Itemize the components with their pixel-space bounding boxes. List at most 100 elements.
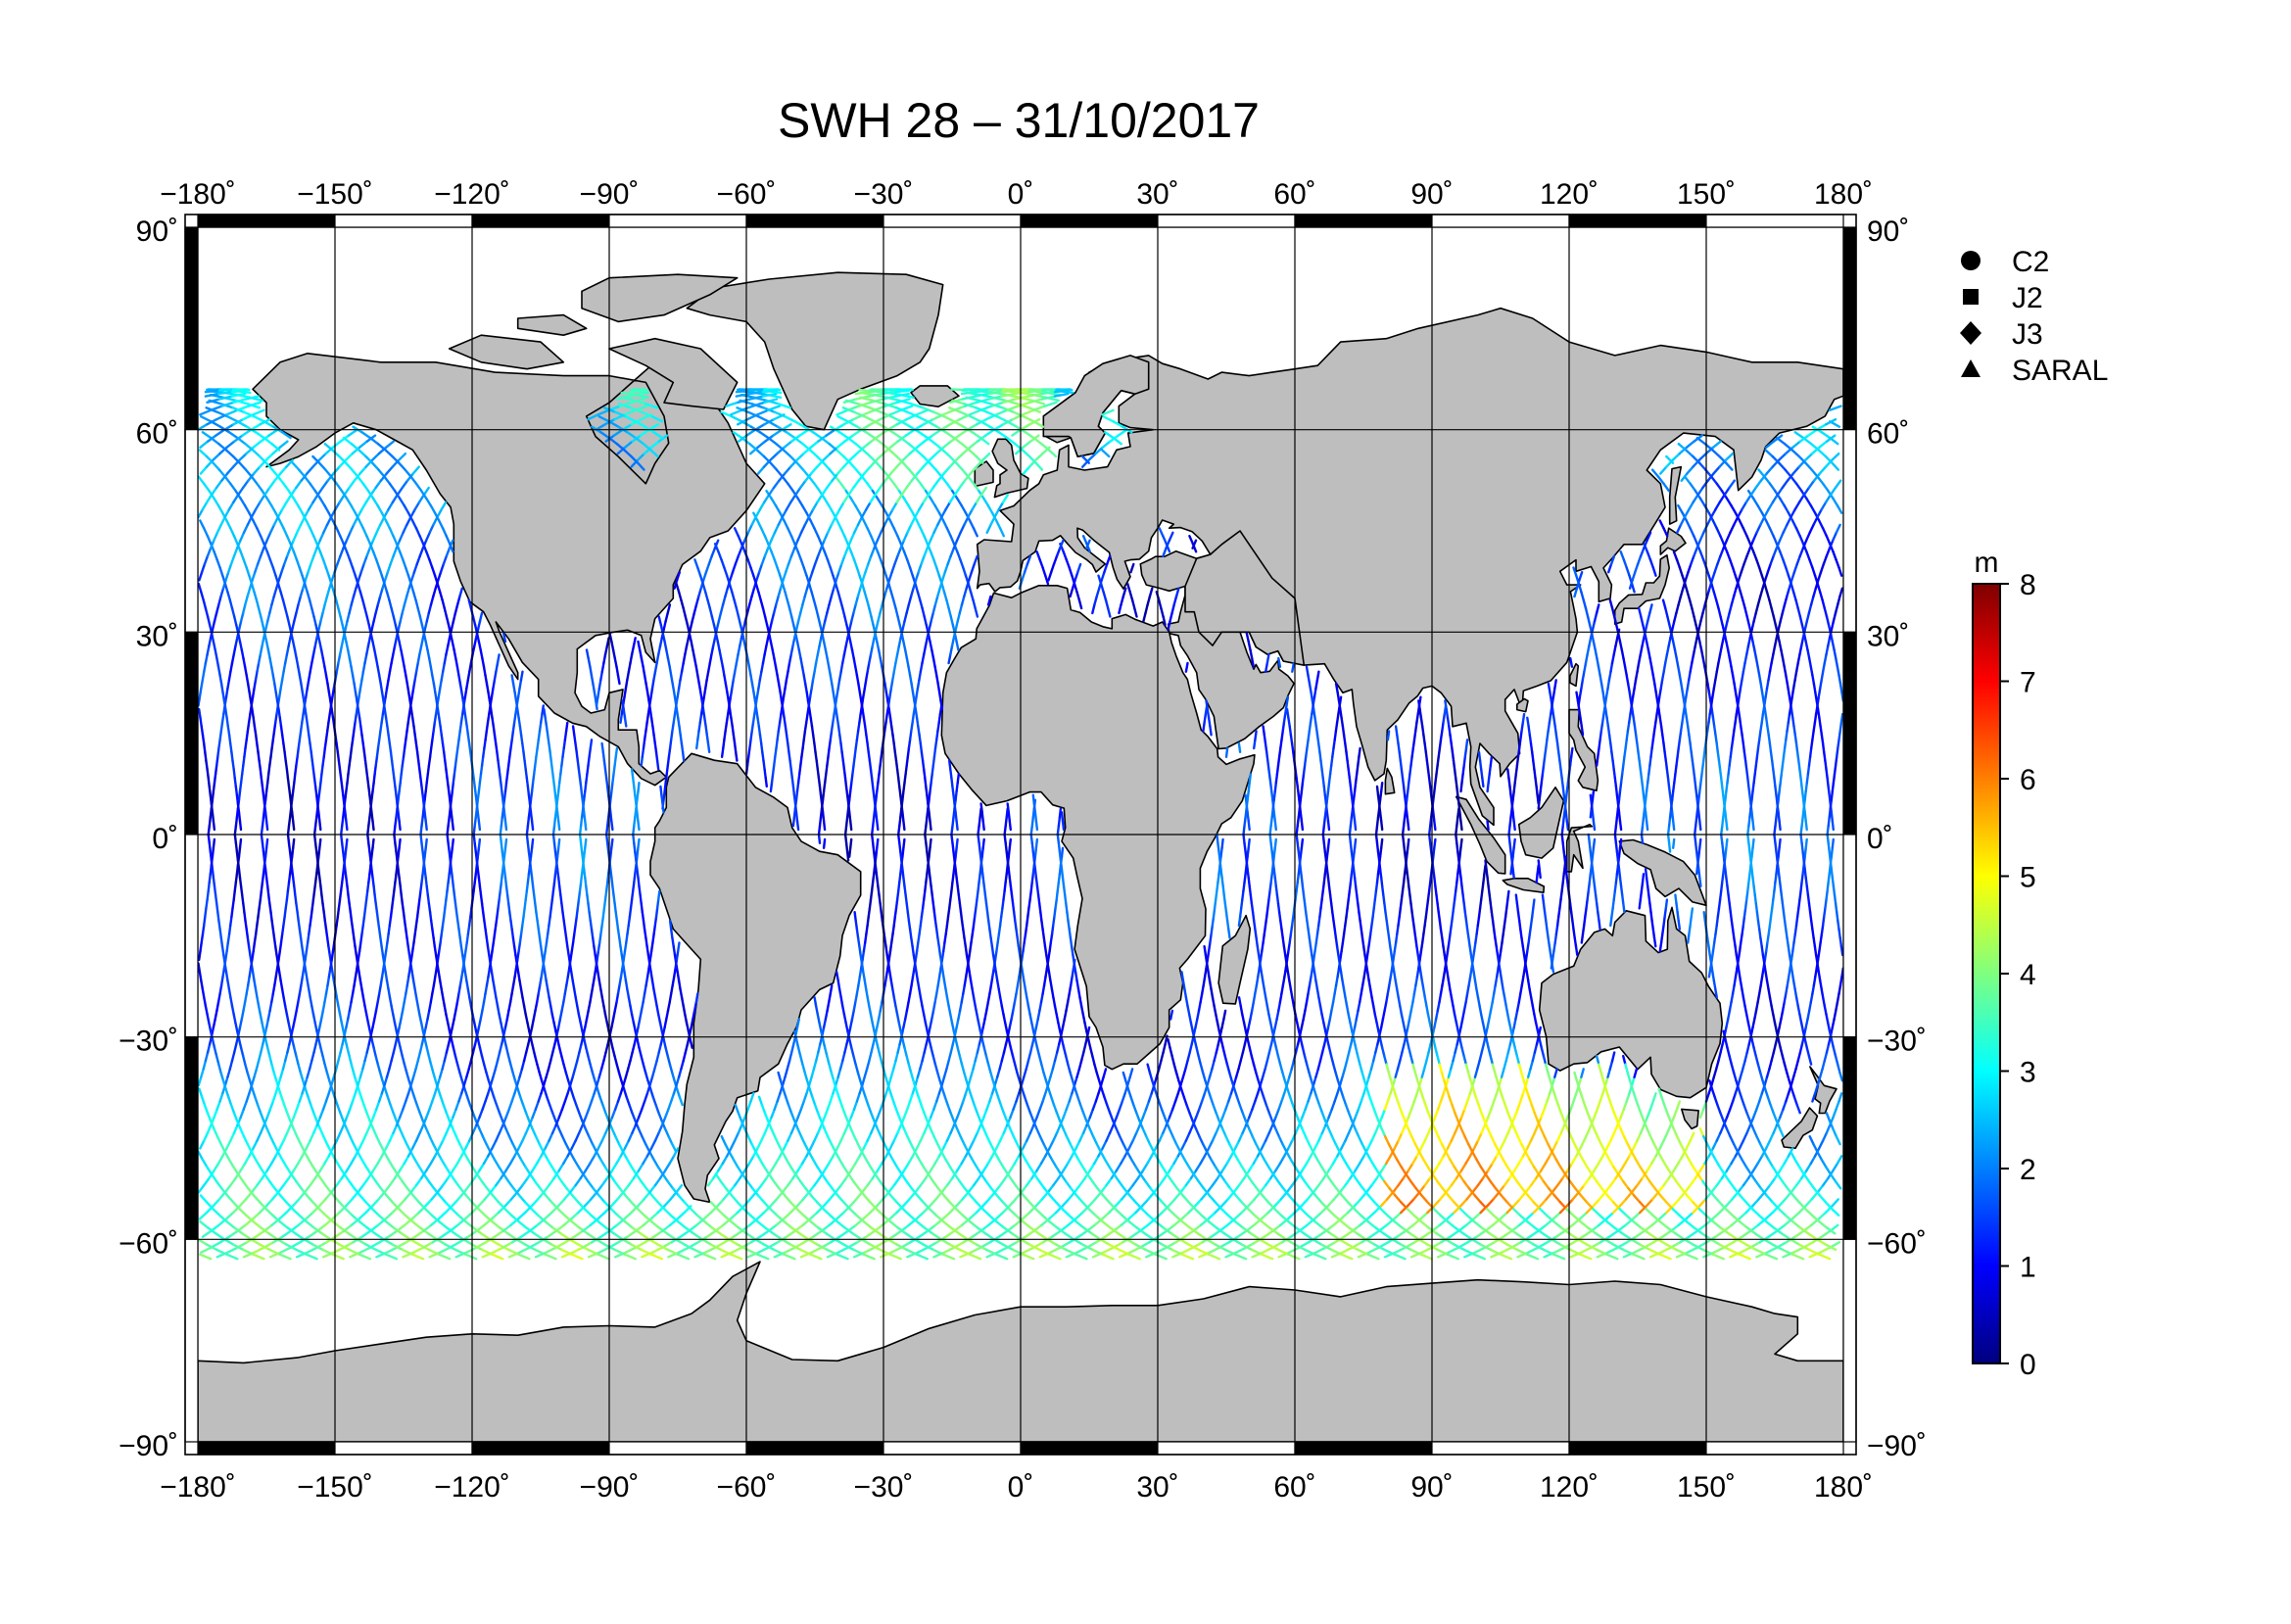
track-segment — [909, 740, 910, 748]
track-segment — [1209, 943, 1210, 952]
track-segment — [885, 977, 886, 985]
track-segment — [627, 989, 629, 998]
track-segment — [890, 718, 891, 727]
track-segment — [1400, 908, 1401, 917]
track-segment — [1608, 727, 1609, 736]
track-segment — [1018, 977, 1019, 985]
track-segment — [1354, 812, 1355, 821]
track-segment — [915, 964, 916, 973]
track-segment — [978, 883, 979, 891]
track-segment — [1421, 943, 1422, 952]
track-segment — [971, 980, 973, 989]
track-segment — [549, 997, 551, 1006]
track-segment — [540, 723, 541, 732]
track-segment — [974, 997, 976, 1006]
track-segment — [752, 723, 753, 732]
track-segment — [813, 672, 815, 681]
track-segment — [903, 878, 904, 886]
track-segment — [816, 1006, 818, 1015]
track-segment — [479, 783, 480, 791]
track-segment — [341, 826, 342, 835]
track-segment — [879, 650, 881, 659]
track-segment — [354, 723, 355, 732]
track-segment — [882, 748, 883, 757]
track-segment — [647, 714, 648, 723]
track-segment — [345, 791, 346, 800]
track-segment — [735, 663, 737, 672]
track-segment — [1328, 821, 1329, 830]
track-segment — [801, 748, 802, 757]
track-segment — [753, 714, 754, 723]
track-segment — [824, 839, 825, 848]
track-segment — [896, 761, 897, 770]
track-segment — [991, 977, 992, 985]
track-segment — [615, 757, 616, 766]
track-segment — [913, 946, 914, 955]
track-segment — [353, 732, 354, 740]
track-segment — [296, 903, 297, 912]
track-segment — [376, 757, 377, 766]
track-segment — [378, 921, 379, 930]
track-segment — [860, 969, 861, 978]
track-segment — [1333, 994, 1335, 1003]
track-segment — [814, 743, 815, 752]
track-segment — [903, 783, 904, 791]
track-segment — [399, 791, 400, 800]
track-segment — [893, 926, 894, 934]
track-segment — [415, 672, 417, 681]
track-segment — [978, 835, 979, 843]
track-segment — [523, 997, 525, 1006]
track-segment — [842, 654, 844, 663]
track-segment — [1563, 787, 1564, 795]
track-segment — [1245, 874, 1246, 883]
track-segment — [246, 921, 247, 930]
track-segment — [634, 817, 635, 826]
track-segment — [913, 969, 914, 978]
track-segment — [807, 693, 808, 701]
track-segment — [586, 774, 587, 783]
track-segment — [884, 938, 885, 947]
track-segment — [612, 774, 613, 783]
track-segment — [748, 748, 749, 757]
track-segment — [564, 740, 565, 748]
track-segment — [917, 689, 918, 697]
track-segment — [850, 839, 851, 848]
track-segment — [634, 843, 635, 852]
track-segment — [390, 997, 392, 1006]
track-segment — [941, 964, 942, 973]
track-segment — [1462, 1011, 1464, 1020]
track-segment — [918, 680, 920, 689]
track-segment — [829, 748, 830, 757]
track-segment — [1349, 891, 1350, 900]
track-segment — [1287, 709, 1288, 718]
track-segment — [319, 878, 320, 886]
track-segment — [1438, 1002, 1440, 1011]
track-segment — [979, 843, 980, 852]
track-segment — [1549, 684, 1551, 693]
track-segment — [1407, 812, 1408, 821]
track-segment — [923, 654, 925, 663]
track-segment — [771, 783, 772, 791]
track-segment — [820, 787, 821, 795]
track-segment — [803, 740, 804, 748]
track-segment — [1331, 1002, 1333, 1011]
track-segment — [1377, 874, 1378, 883]
track-segment — [829, 994, 831, 1003]
track-segment — [589, 757, 590, 766]
track-segment — [671, 732, 672, 740]
track-segment — [234, 1015, 236, 1024]
track-segment — [1340, 951, 1341, 960]
track-segment — [981, 860, 982, 869]
track-segment — [891, 980, 893, 989]
track-segment — [1281, 985, 1283, 994]
track-segment — [1067, 1002, 1069, 1011]
track-segment — [1248, 848, 1249, 857]
track-segment — [288, 835, 289, 843]
track-segment — [1041, 994, 1043, 1003]
track-segment — [461, 714, 462, 723]
track-segment — [1255, 985, 1257, 994]
track-segment — [268, 895, 269, 904]
track-segment — [457, 740, 458, 748]
track-segment — [1470, 969, 1471, 978]
track-segment — [363, 997, 365, 1006]
